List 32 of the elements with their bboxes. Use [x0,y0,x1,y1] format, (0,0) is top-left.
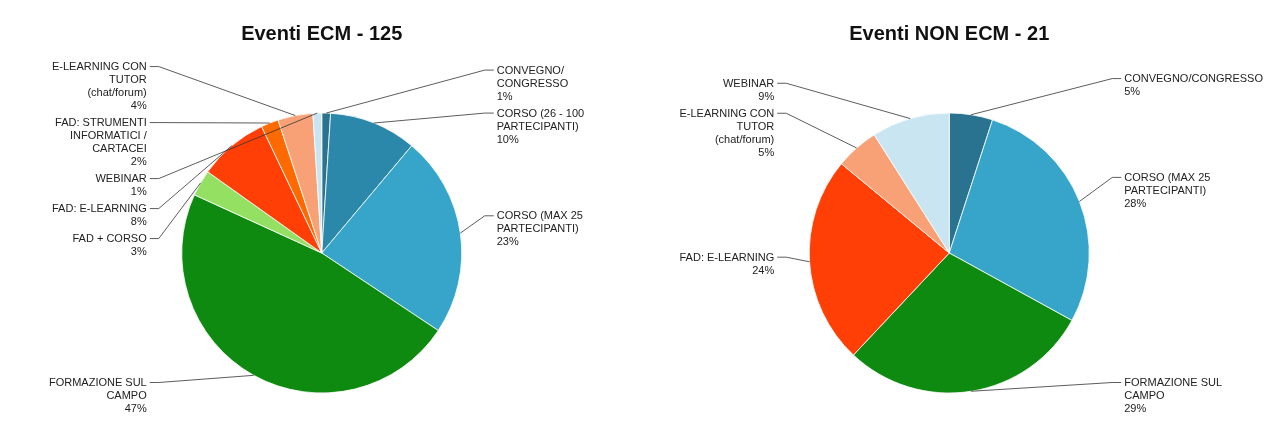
slice-label: CORSO (MAX 25 PARTECIPANTI) [1124,170,1211,196]
data-label: 10% [496,132,519,145]
data-label: 23% [496,235,519,248]
data-label: 5% [758,145,775,158]
slice-label: FAD + CORSO [72,232,148,245]
data-label: 47% [124,402,147,414]
slice-label: CORSO (26 - 100 PARTECIPANTI) [496,106,585,132]
slice-label: WEBINAR [722,76,775,89]
data-label: 1% [496,89,513,102]
slice-label: FAD: E-LEARNING [679,250,775,263]
slice-label: CONVEGNO/CONGRESSO [1124,72,1264,85]
data-label: 1% [130,185,147,198]
chart-title: Eventi NON ECM - 21 [849,22,1050,44]
data-label: 2% [130,155,147,168]
data-label: 29% [1124,402,1147,414]
slice-label: CORSO (MAX 25 PARTECIPANTI) [496,209,583,235]
slice-label: FORMAZIONE SUL CAMPO [48,376,148,401]
data-label: 24% [752,263,775,276]
slice-label: E-LEARNING CON TUTOR (chat/forum) [679,106,775,145]
data-label: 4% [130,99,147,112]
data-label: 5% [1124,85,1141,98]
slice-label: WEBINAR [95,172,147,185]
chart-title: Eventi ECM - 125 [241,22,403,44]
data-label: 8% [130,215,147,228]
slice-label: E-LEARNING CON TUTOR (chat/forum) [52,60,147,99]
slice-label: FAD: E-LEARNING [52,202,147,215]
slice-label: CONVEGNO/ CONGRESSO [496,63,569,89]
slice-label: FAD: STRUMENTI INFORMATICI / CARTACEI [55,116,148,155]
data-label: 3% [130,245,147,258]
slice-label: FORMAZIONE SUL CAMPO [1124,376,1223,401]
data-label: 9% [758,89,775,102]
data-label: 28% [1124,196,1147,209]
